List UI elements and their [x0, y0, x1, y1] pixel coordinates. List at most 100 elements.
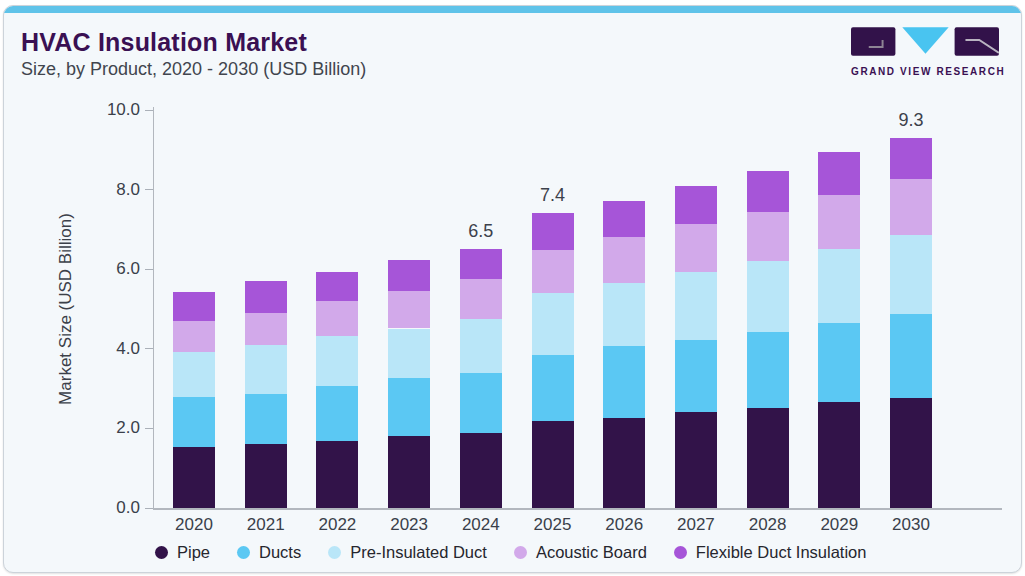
- legend-item-pipe: Pipe: [155, 543, 210, 562]
- bar-segment-flexible-duct-insulation-2028: [747, 171, 789, 212]
- bar-segment-ducts-2025: [532, 355, 574, 421]
- bar-segment-ducts-2030: [890, 314, 932, 398]
- bar-segment-ducts-2027: [675, 340, 717, 412]
- bar-segment-flexible-duct-insulation-2027: [675, 186, 717, 224]
- y-axis-line: [153, 107, 154, 508]
- bar-segment-acoustic-board-2025: [532, 250, 574, 293]
- bar-segment-pre-insulated-duct-2024: [460, 319, 502, 373]
- bar-segment-pre-insulated-duct-2023: [388, 329, 430, 378]
- y-tick-mark: [145, 110, 153, 111]
- legend-dot-icon: [674, 546, 687, 559]
- legend-item-ducts: Ducts: [237, 543, 301, 562]
- bar-total-label-2024: 6.5: [445, 221, 517, 242]
- bar-segment-pre-insulated-duct-2025: [532, 293, 574, 355]
- bar-segment-pre-insulated-duct-2022: [316, 336, 358, 386]
- legend-item-acoustic-board: Acoustic Board: [514, 543, 647, 562]
- x-tick-label-2028: 2028: [732, 515, 804, 535]
- y-tick-label: 4.0: [94, 339, 140, 359]
- legend-item-flexible-duct-insulation: Flexible Duct Insulation: [674, 543, 867, 562]
- bar-segment-ducts-2022: [316, 386, 358, 441]
- bar-segment-flexible-duct-insulation-2025: [532, 213, 574, 250]
- x-tick-label-2022: 2022: [301, 515, 373, 535]
- x-tick-label-2027: 2027: [660, 515, 732, 535]
- bar-segment-flexible-duct-insulation-2026: [603, 201, 645, 237]
- bar-segment-pre-insulated-duct-2028: [747, 261, 789, 332]
- legend-label: Acoustic Board: [536, 543, 647, 562]
- legend-label: Flexible Duct Insulation: [696, 543, 867, 562]
- bar-segment-flexible-duct-insulation-2020: [173, 292, 215, 321]
- x-tick-label-2020: 2020: [158, 515, 230, 535]
- bar-segment-flexible-duct-insulation-2030: [890, 138, 932, 179]
- y-tick-mark: [145, 428, 153, 429]
- legend-label: Pipe: [177, 543, 210, 562]
- bar-total-label-2030: 9.3: [875, 110, 947, 131]
- legend-dot-icon: [155, 546, 168, 559]
- bar-segment-pipe-2030: [890, 398, 932, 508]
- bar-segment-ducts-2029: [818, 323, 860, 402]
- bar-segment-acoustic-board-2029: [818, 195, 860, 248]
- x-tick-label-2023: 2023: [373, 515, 445, 535]
- y-tick-label: 8.0: [94, 180, 140, 200]
- bar-segment-flexible-duct-insulation-2021: [245, 281, 287, 312]
- bar-segment-pipe-2022: [316, 441, 358, 508]
- bar-segment-ducts-2021: [245, 394, 287, 444]
- stacked-bar-chart: Market Size (USD Billion) 0.0 2.0 4.0 6.0 8.…: [4, 6, 1021, 572]
- x-tick-label-2030: 2030: [875, 515, 947, 535]
- bar-segment-acoustic-board-2022: [316, 301, 358, 336]
- bar-total-label-2025: 7.4: [517, 185, 589, 206]
- bar-segment-flexible-duct-insulation-2029: [818, 152, 860, 195]
- bar-segment-ducts-2020: [173, 397, 215, 446]
- chart-legend: Pipe Ducts Pre-Insulated Duct Acoustic Boar…: [155, 543, 866, 562]
- bar-segment-acoustic-board-2028: [747, 212, 789, 261]
- y-tick-mark: [145, 348, 153, 349]
- x-tick-label-2029: 2029: [803, 515, 875, 535]
- bar-segment-pre-insulated-duct-2026: [603, 283, 645, 346]
- bar-segment-pipe-2020: [173, 447, 215, 508]
- bar-segment-acoustic-board-2027: [675, 224, 717, 271]
- legend-dot-icon: [237, 546, 250, 559]
- x-tick-label-2025: 2025: [517, 515, 589, 535]
- bar-segment-acoustic-board-2024: [460, 279, 502, 318]
- y-tick-label: 0.0: [94, 498, 140, 518]
- bar-segment-ducts-2024: [460, 373, 502, 433]
- x-tick-label-2021: 2021: [230, 515, 302, 535]
- y-tick-label: 10.0: [94, 100, 140, 120]
- bar-segment-flexible-duct-insulation-2023: [388, 260, 430, 292]
- legend-dot-icon: [328, 546, 341, 559]
- bar-segment-pre-insulated-duct-2020: [173, 352, 215, 397]
- legend-dot-icon: [514, 546, 527, 559]
- bar-segment-pre-insulated-duct-2021: [245, 345, 287, 394]
- legend-item-pre-insulated-duct: Pre-Insulated Duct: [328, 543, 487, 562]
- bar-segment-pipe-2025: [532, 421, 574, 508]
- bar-segment-pipe-2027: [675, 412, 717, 508]
- bar-segment-acoustic-board-2026: [603, 237, 645, 283]
- y-tick-label: 2.0: [94, 418, 140, 438]
- bar-segment-pipe-2028: [747, 408, 789, 508]
- y-tick-mark: [145, 508, 153, 509]
- bar-segment-flexible-duct-insulation-2022: [316, 272, 358, 301]
- legend-label: Ducts: [259, 543, 301, 562]
- bar-segment-ducts-2028: [747, 332, 789, 407]
- y-tick-mark: [145, 189, 153, 190]
- bar-segment-pre-insulated-duct-2029: [818, 249, 860, 323]
- bar-segment-acoustic-board-2020: [173, 321, 215, 352]
- legend-label: Pre-Insulated Duct: [350, 543, 487, 562]
- bar-segment-ducts-2026: [603, 346, 645, 418]
- bar-segment-acoustic-board-2030: [890, 179, 932, 235]
- bar-segment-acoustic-board-2023: [388, 291, 430, 328]
- y-tick-label: 6.0: [94, 259, 140, 279]
- bar-segment-pre-insulated-duct-2027: [675, 272, 717, 340]
- bar-segment-ducts-2023: [388, 378, 430, 436]
- bar-segment-pipe-2021: [245, 444, 287, 508]
- bar-segment-acoustic-board-2021: [245, 313, 287, 346]
- bar-segment-pipe-2024: [460, 433, 502, 508]
- y-axis-title: Market Size (USD Billion): [56, 213, 76, 405]
- bar-segment-pipe-2026: [603, 418, 645, 508]
- chart-card: HVAC Insulation Market Size, by Product,…: [3, 5, 1022, 573]
- bar-segment-pre-insulated-duct-2030: [890, 235, 932, 314]
- x-tick-label-2026: 2026: [588, 515, 660, 535]
- bar-segment-pipe-2029: [818, 402, 860, 508]
- y-tick-mark: [145, 269, 153, 270]
- x-axis-line: [153, 508, 1002, 510]
- x-tick-label-2024: 2024: [445, 515, 517, 535]
